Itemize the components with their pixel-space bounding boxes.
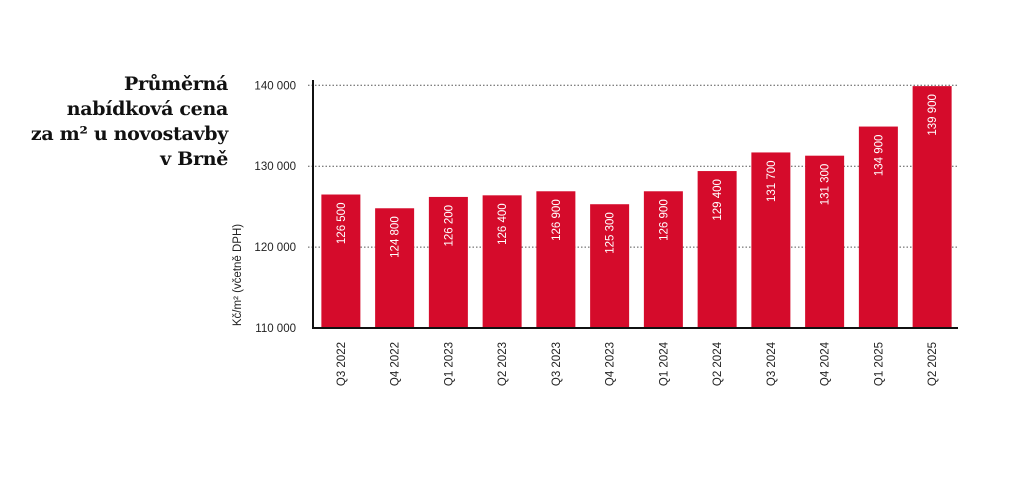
bar bbox=[643, 191, 683, 328]
bar bbox=[428, 196, 468, 328]
bar-value-label: 126 200 bbox=[443, 205, 455, 247]
x-tick-label: Q3 2022 bbox=[336, 342, 348, 386]
y-axis-label: Kč/m² (včetně DPH) bbox=[232, 224, 244, 326]
bar bbox=[751, 152, 791, 328]
bar bbox=[482, 195, 522, 328]
chart-title: Průměrná nabídková cena za m² u novostav… bbox=[28, 72, 228, 172]
bar-value-label: 129 400 bbox=[712, 179, 724, 221]
x-tick-label: Q3 2024 bbox=[766, 341, 778, 386]
title-line: v Brně bbox=[160, 148, 228, 170]
x-tick-label: Q3 2023 bbox=[551, 342, 563, 386]
bar-value-label: 134 900 bbox=[873, 135, 885, 177]
bar bbox=[590, 204, 630, 328]
title-line: za m² u novostavby bbox=[30, 123, 228, 145]
bar-value-label: 131 300 bbox=[820, 164, 832, 206]
bar bbox=[858, 126, 898, 329]
bar-value-label: 125 300 bbox=[605, 212, 617, 254]
bar-value-label: 139 900 bbox=[927, 94, 939, 136]
y-tick-label: 110 000 bbox=[255, 323, 296, 335]
x-tick-label: Q2 2025 bbox=[927, 342, 939, 386]
title-line: nabídková cena bbox=[66, 98, 229, 120]
x-tick-label: Q1 2024 bbox=[658, 341, 670, 386]
y-tick-label: 120 000 bbox=[254, 242, 296, 254]
x-tick-label: Q4 2024 bbox=[820, 341, 832, 386]
title-line: Průměrná bbox=[123, 73, 228, 95]
x-tick-label: Q2 2023 bbox=[497, 342, 509, 386]
x-tick-label: Q1 2023 bbox=[443, 342, 455, 386]
bar bbox=[375, 208, 415, 328]
bar bbox=[912, 86, 952, 328]
bar-value-label: 131 700 bbox=[766, 160, 778, 202]
y-tick-label: 130 000 bbox=[254, 161, 296, 173]
bar-value-label: 126 900 bbox=[551, 199, 563, 241]
bar-value-label: 126 400 bbox=[497, 203, 509, 245]
x-tick-label: Q1 2025 bbox=[873, 342, 885, 386]
bar bbox=[321, 194, 361, 328]
bar bbox=[805, 155, 845, 328]
x-tick-label: Q4 2022 bbox=[390, 342, 402, 386]
bar-value-label: 126 500 bbox=[336, 203, 348, 245]
bar bbox=[536, 191, 576, 328]
bar-value-label: 126 900 bbox=[658, 199, 670, 241]
bar-value-label: 124 800 bbox=[390, 216, 402, 258]
bar bbox=[697, 171, 737, 328]
x-tick-label: Q2 2024 bbox=[712, 341, 724, 386]
x-tick-label: Q4 2023 bbox=[605, 342, 617, 386]
y-tick-label: 140 000 bbox=[254, 80, 296, 92]
